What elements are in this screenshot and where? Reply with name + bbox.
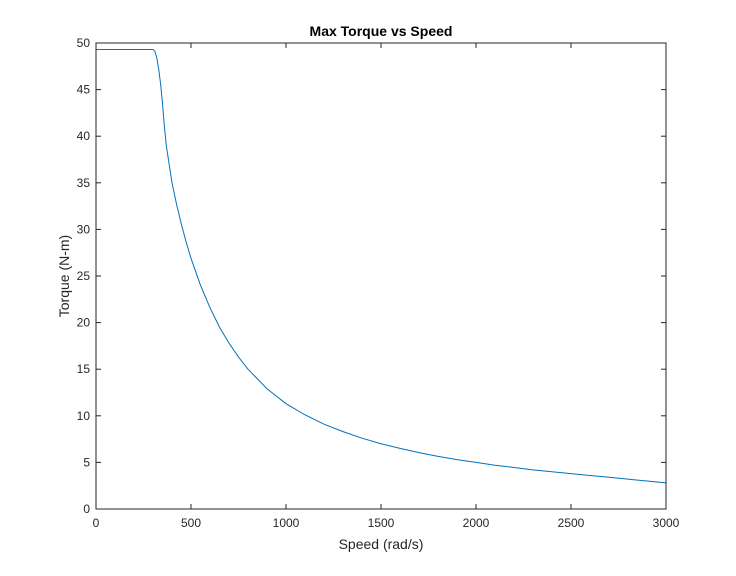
x-tick-label: 3000 [653,516,680,530]
y-tick-label: 30 [77,222,91,236]
x-tick-label: 2000 [463,516,490,530]
y-tick-label: 50 [77,36,91,50]
chart-title: Max Torque vs Speed [310,23,453,39]
x-tick-label: 1000 [273,516,300,530]
y-tick-label: 15 [77,362,91,376]
x-tick-label: 2500 [558,516,585,530]
x-tick-label: 0 [93,516,100,530]
y-tick-label: 20 [77,316,91,330]
y-tick-label: 5 [83,455,90,469]
y-tick-label: 45 [77,83,91,97]
y-tick-label: 25 [77,269,91,283]
y-tick-label: 10 [77,409,91,423]
series-line-torque [96,49,667,484]
plot-area [96,43,666,509]
plot-frame [95,42,667,510]
y-tick-label: 35 [77,176,91,190]
x-tick-label: 1500 [368,516,395,530]
tick-labels-layer: 0 500 1000 1500 2000 2500 3000 0 5 10 15 20 25 30 35 40… [77,36,680,530]
x-tick-label: 500 [181,516,201,530]
y-axis-label: Torque (N-m) [56,235,72,317]
y-tick-label: 0 [83,502,90,516]
x-axis-label: Speed (rad/s) [339,536,424,552]
y-tick-label: 40 [77,129,91,143]
